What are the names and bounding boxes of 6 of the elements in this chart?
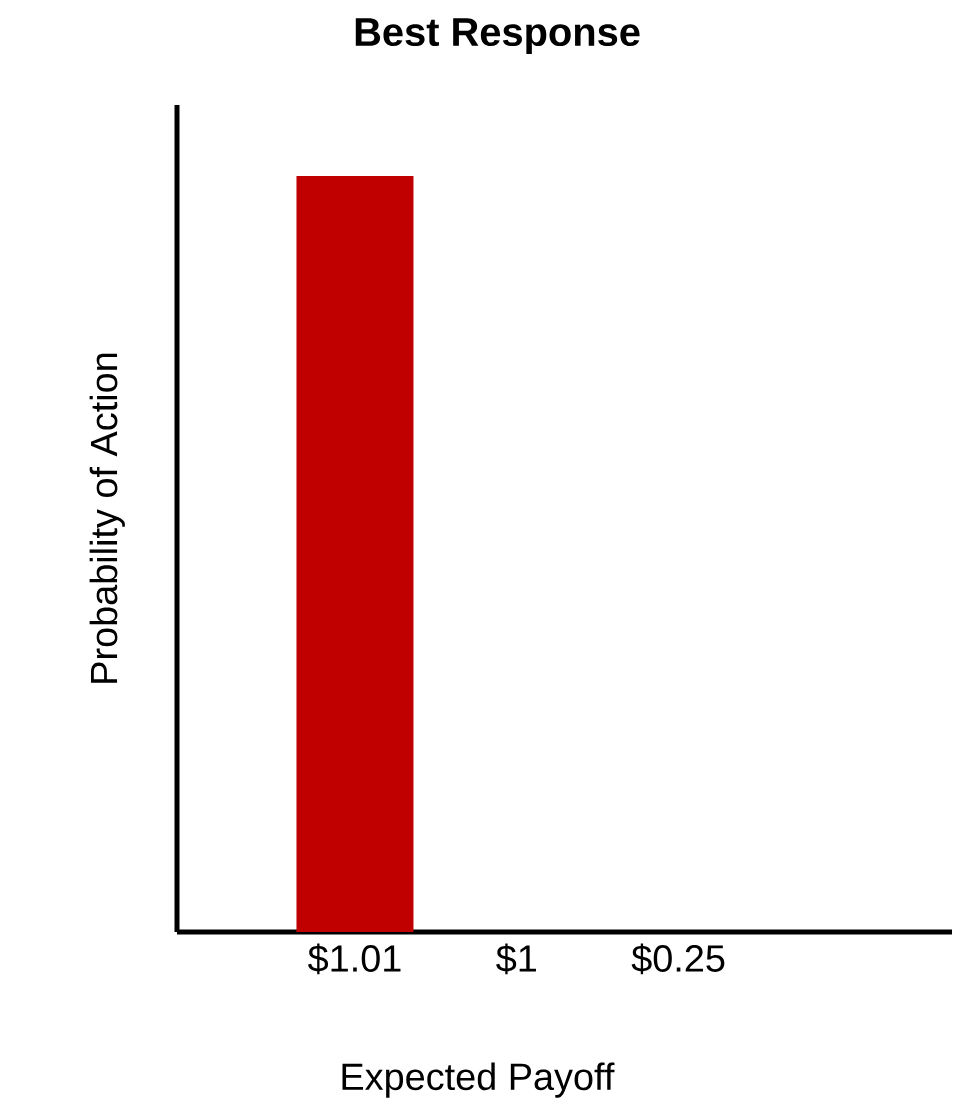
x-tick-label: $1.01 <box>308 943 401 975</box>
x-tick-label: $1 <box>496 943 536 975</box>
y-axis-title: Probability of Action <box>89 353 125 683</box>
x-axis-title: Expected Payoff <box>342 1062 615 1098</box>
x-tick-label: $0.25 <box>631 943 725 975</box>
chart-title: Best Response <box>355 18 640 54</box>
